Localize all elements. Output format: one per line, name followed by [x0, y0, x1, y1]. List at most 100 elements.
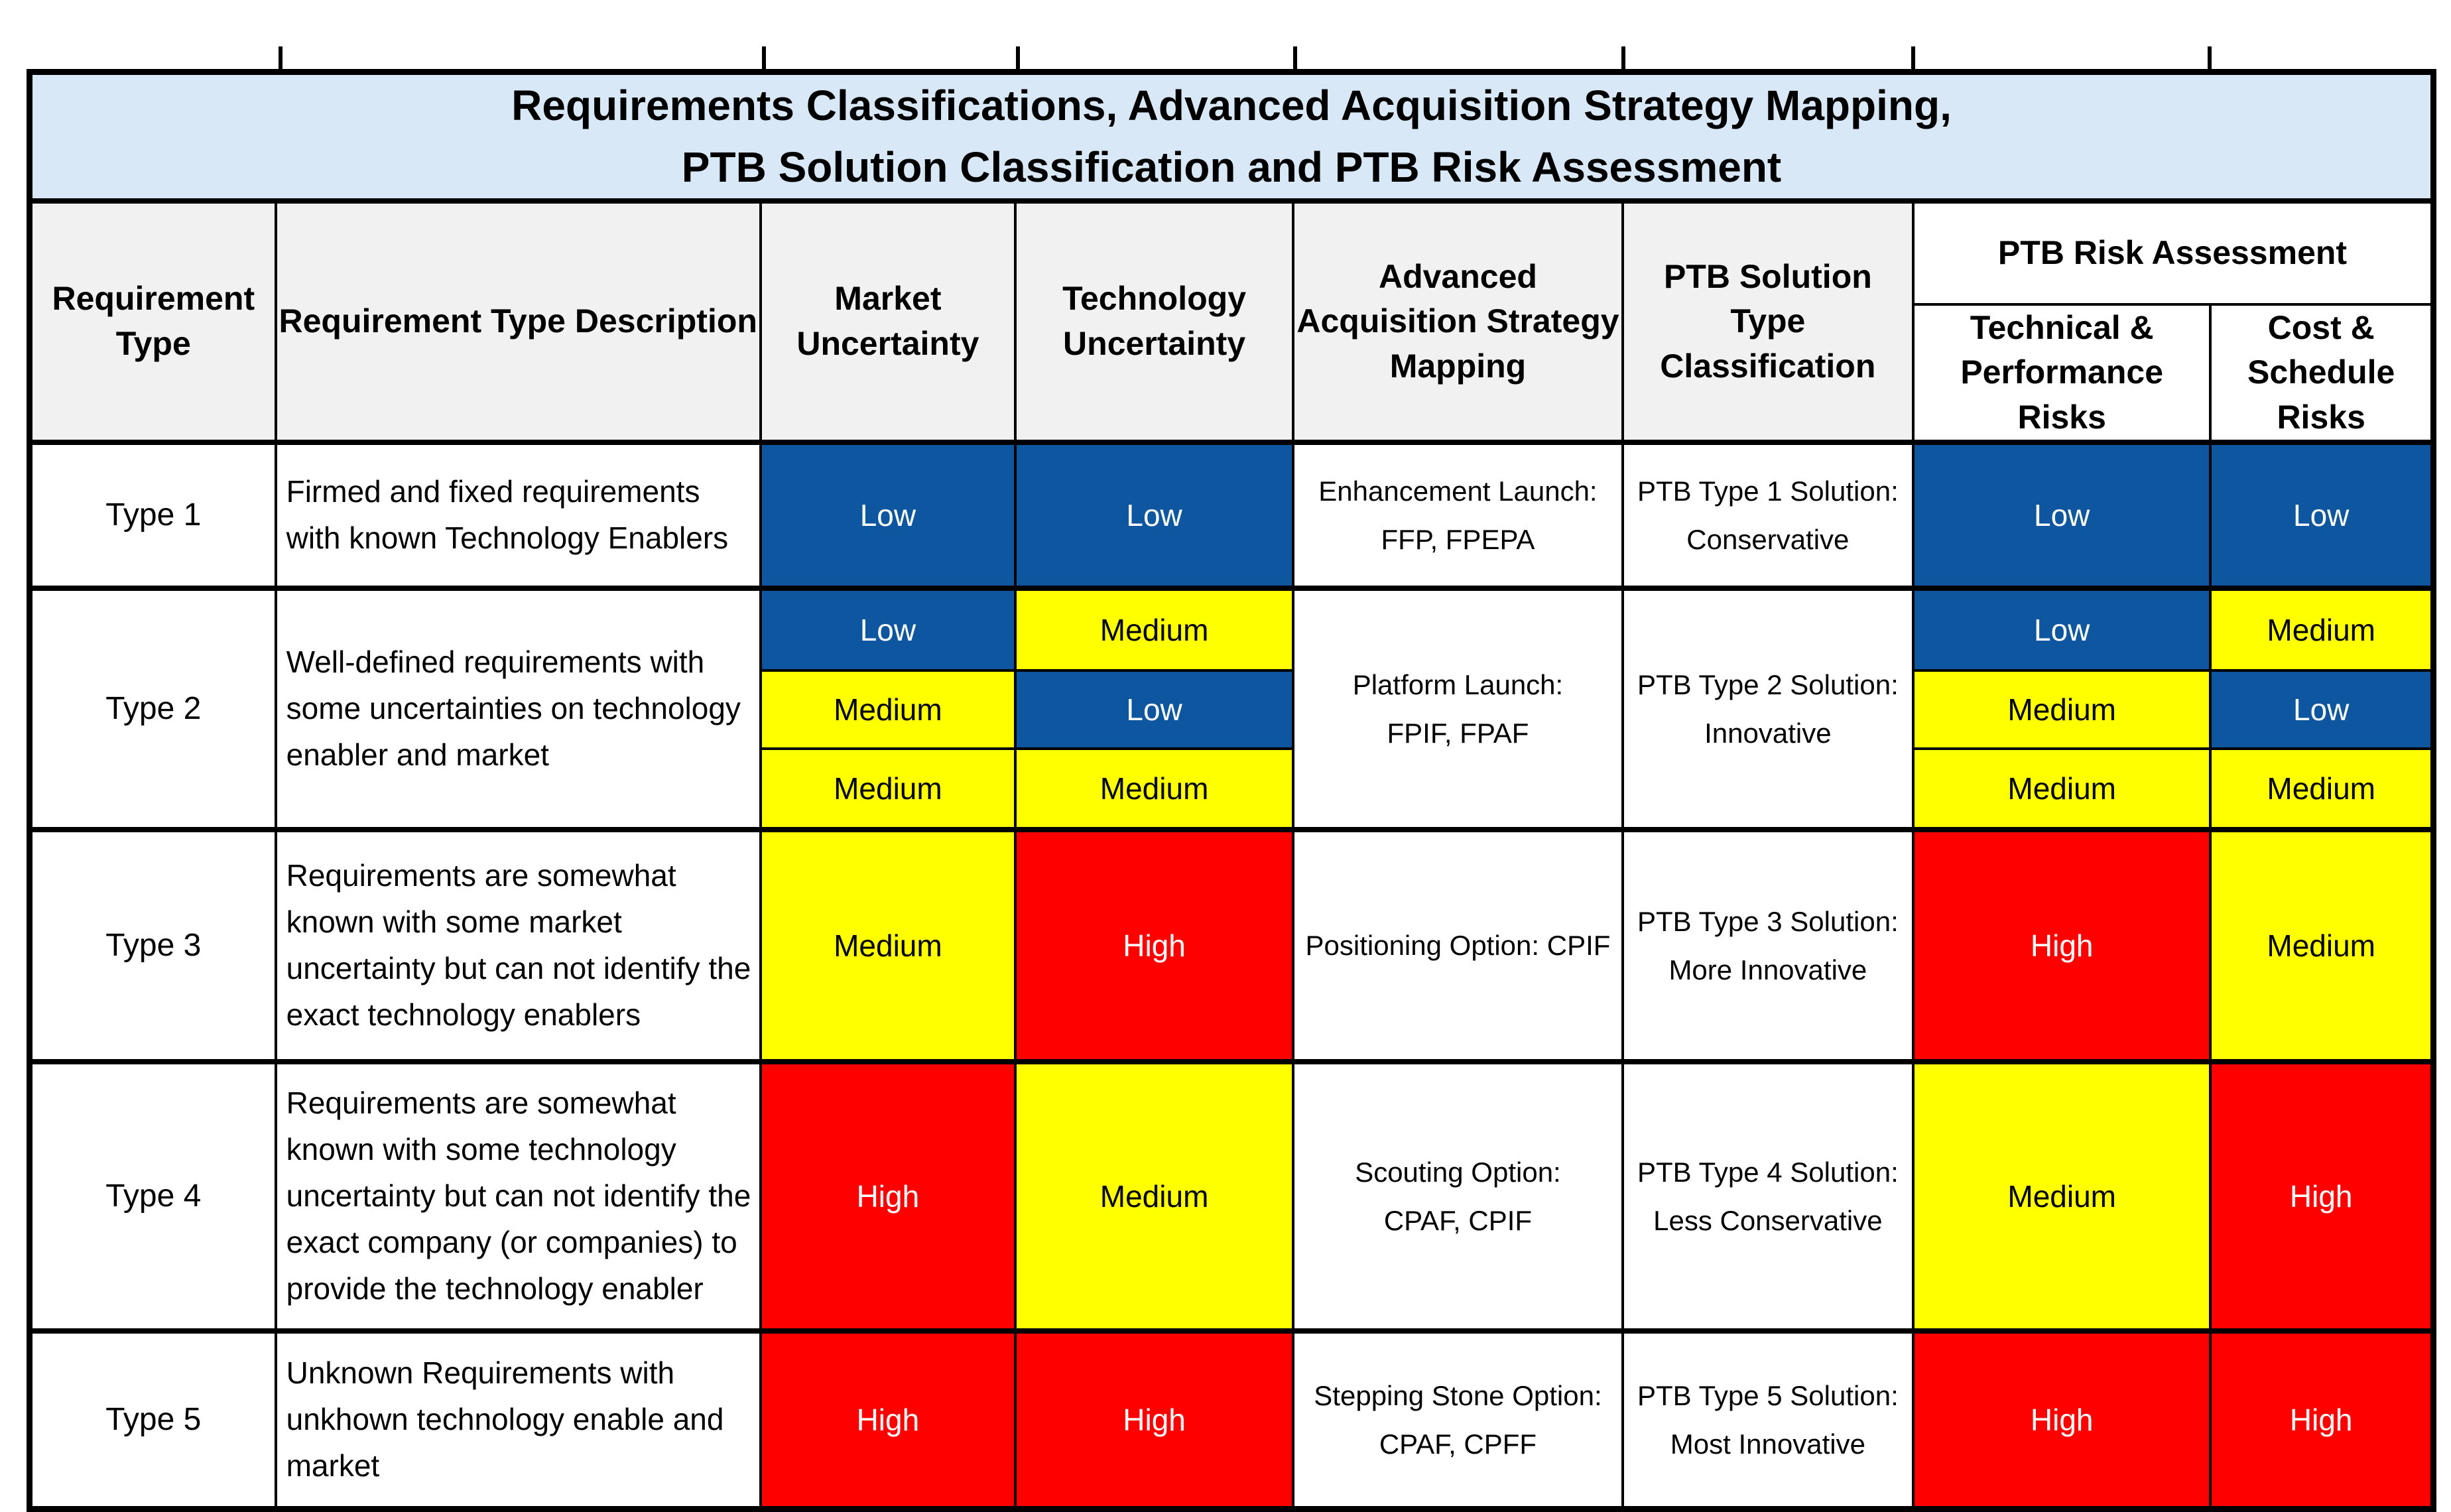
solution-line: PTB Type 5 Solution: [1637, 1379, 1899, 1411]
row-type2-sub2: Medium Low Medium Low [30, 669, 2435, 751]
solution-line: Most Innovative [1670, 1428, 1865, 1460]
title-line-1: Requirements Classifications, Advanced A… [511, 82, 1952, 129]
tick [2208, 46, 2212, 69]
type2-description: Well-defined requirements with some unce… [274, 586, 762, 832]
type1-label: Type 1 [28, 440, 277, 590]
mapping-line: Enhancement Launch: [1318, 475, 1598, 507]
mapping-line: CPAF, CPIF [1383, 1205, 1533, 1237]
type1-mapping-cell: Enhancement Launch: FFP, FPEPA [1292, 440, 1624, 590]
header-risk-assessment: PTB Risk Assessment [1912, 199, 2435, 306]
type4-mapping-cell: Scouting Option: CPAF, CPIF [1292, 1059, 1624, 1333]
type5-description: Unknown Requirements with unkhown techno… [274, 1328, 762, 1511]
title-line-2: PTB Solution Classification and PTB Risk… [681, 143, 1782, 191]
type2-technical-risk-cell-3: Medium [1912, 747, 2212, 832]
type3-solution-cell: PTB Type 3 Solution: More Innovative [1621, 827, 1915, 1064]
type2-cost-risk-cell-2: Low [2209, 669, 2435, 751]
type3-label: Type 3 [28, 827, 277, 1064]
header-requirement-type: Requirement Type [28, 199, 277, 444]
type1-technical-risk-cell: Low [1912, 440, 2212, 590]
solution-line: Less Conservative [1653, 1205, 1883, 1237]
type4-solution-cell: PTB Type 4 Solution: Less Conservative [1621, 1059, 1915, 1333]
mapping-line: Stepping Stone Option: [1314, 1379, 1602, 1411]
header-ptb-solution: PTB Solution Type Classification [1621, 199, 1915, 444]
type1-description: Firmed and fixed requirements with known… [274, 440, 762, 590]
solution-line: Innovative [1704, 718, 1832, 749]
header-market-uncertainty: Market Uncertainty [759, 199, 1017, 444]
type5-market-cell: High [759, 1328, 1017, 1511]
column-boundary-ticks [27, 46, 2438, 69]
type2-technology-cell-2: Low [1013, 669, 1295, 751]
solution-line: PTB Type 4 Solution: [1637, 1156, 1899, 1188]
header-sub-row: Technical & Performance Risks Cost & Sch… [30, 302, 2435, 444]
type3-technology-cell: High [1013, 827, 1295, 1064]
type1-market-cell: Low [759, 440, 1017, 590]
header-row: Requirement Type Requirement Type Descri… [28, 199, 2435, 444]
type2-technical-risk-cell-1: Low [1912, 586, 2212, 672]
type4-cost-risk-cell: High [2209, 1059, 2435, 1333]
type3-mapping-cell: Positioning Option: CPIF [1292, 827, 1624, 1064]
table-title: Requirements Classifications, Advanced A… [28, 70, 2435, 204]
type1-solution-cell: PTB Type 1 Solution: Conservative [1621, 440, 1915, 590]
page: { "title": { "line1": "Requirements Clas… [27, 46, 2436, 1512]
type2-mapping-cell: Platform Launch: FPIF, FPAF [1292, 586, 1624, 832]
header-technology-uncertainty: Technology Uncertainty [1013, 199, 1295, 444]
tick [1621, 46, 1625, 69]
type4-market-cell: High [759, 1059, 1017, 1333]
row-type3: Type 3 Requirements are somewhat known w… [28, 827, 2435, 1064]
type2-cost-risk-cell-1: Medium [2209, 586, 2435, 672]
solution-line: More Innovative [1668, 954, 1867, 986]
type1-technology-cell: Low [1013, 440, 1295, 590]
header-acquisition-mapping: Advanced Acquisition Strategy Mapping [1292, 199, 1624, 444]
row-type4: Type 4 Requirements are somewhat known w… [28, 1059, 2435, 1333]
tick [1016, 46, 1020, 69]
solution-line: PTB Type 2 Solution: [1637, 668, 1899, 700]
type2-market-cell-2: Medium [759, 669, 1017, 751]
type1-cost-risk-cell: Low [2209, 440, 2435, 590]
row-type5: Type 5 Unknown Requirements with unkhown… [28, 1328, 2435, 1511]
table-stage: Requirements Classifications, Advanced A… [27, 46, 2438, 1512]
type2-market-cell-3: Medium [759, 747, 1017, 832]
tick [279, 46, 283, 69]
header-cost-schedule-risks: Cost & Schedule Risks [2209, 302, 2435, 444]
type4-label: Type 4 [28, 1059, 277, 1333]
type2-technology-cell-1: Medium [1013, 586, 1295, 672]
mapping-line: Scouting Option: [1355, 1156, 1561, 1188]
type2-cost-risk-cell-3: Medium [2209, 747, 2435, 832]
solution-line: PTB Type 3 Solution: [1637, 905, 1899, 937]
mapping-line: FPIF, FPAF [1387, 718, 1529, 749]
type2-technology-cell-3: Medium [1013, 747, 1295, 832]
type5-technical-risk-cell: High [1912, 1328, 2212, 1511]
type2-technical-risk-cell-2: Medium [1912, 669, 2212, 751]
type3-cost-risk-cell: Medium [2209, 827, 2435, 1064]
type5-mapping-cell: Stepping Stone Option: CPAF, CPFF [1292, 1328, 1624, 1511]
title-row: Requirements Classifications, Advanced A… [28, 70, 2435, 204]
type3-description: Requirements are somewhat known with som… [274, 827, 762, 1064]
mapping-line: CPAF, CPFF [1379, 1428, 1537, 1460]
type5-technology-cell: High [1013, 1328, 1295, 1511]
row-type1: Type 1 Firmed and fixed requirements wit… [28, 440, 2435, 590]
type2-label: Type 2 [28, 586, 277, 832]
type5-solution-cell: PTB Type 5 Solution: Most Innovative [1621, 1328, 1915, 1511]
row-type2-sub1: Type 2 Well-defined requirements with so… [28, 586, 2435, 832]
classification-table: Requirements Classifications, Advanced A… [27, 69, 2436, 1512]
header-description: Requirement Type Description [274, 199, 762, 444]
type4-technical-risk-cell: Medium [1912, 1059, 2212, 1333]
header-technical-performance-risks: Technical & Performance Risks [1912, 302, 2212, 444]
type5-label: Type 5 [28, 1328, 277, 1511]
tick [1911, 46, 1915, 69]
mapping-line: Positioning Option: CPIF [1305, 930, 1611, 962]
type2-solution-cell: PTB Type 2 Solution: Innovative [1621, 586, 1915, 832]
type4-technology-cell: Medium [1013, 1059, 1295, 1333]
type2-market-cell-1: Low [759, 586, 1017, 672]
type3-market-cell: Medium [759, 827, 1017, 1064]
type3-technical-risk-cell: High [1912, 827, 2212, 1064]
solution-line: PTB Type 1 Solution: [1637, 475, 1899, 507]
mapping-line: FFP, FPEPA [1381, 524, 1535, 556]
mapping-line: Platform Launch: [1352, 668, 1564, 700]
row-type2-sub3: Medium Medium Medium Medium [30, 747, 2435, 832]
tick [1293, 46, 1297, 69]
tick [762, 46, 766, 69]
type4-description: Requirements are somewhat known with som… [274, 1059, 762, 1333]
type5-cost-risk-cell: High [2209, 1328, 2435, 1511]
solution-line: Conservative [1686, 524, 1850, 556]
